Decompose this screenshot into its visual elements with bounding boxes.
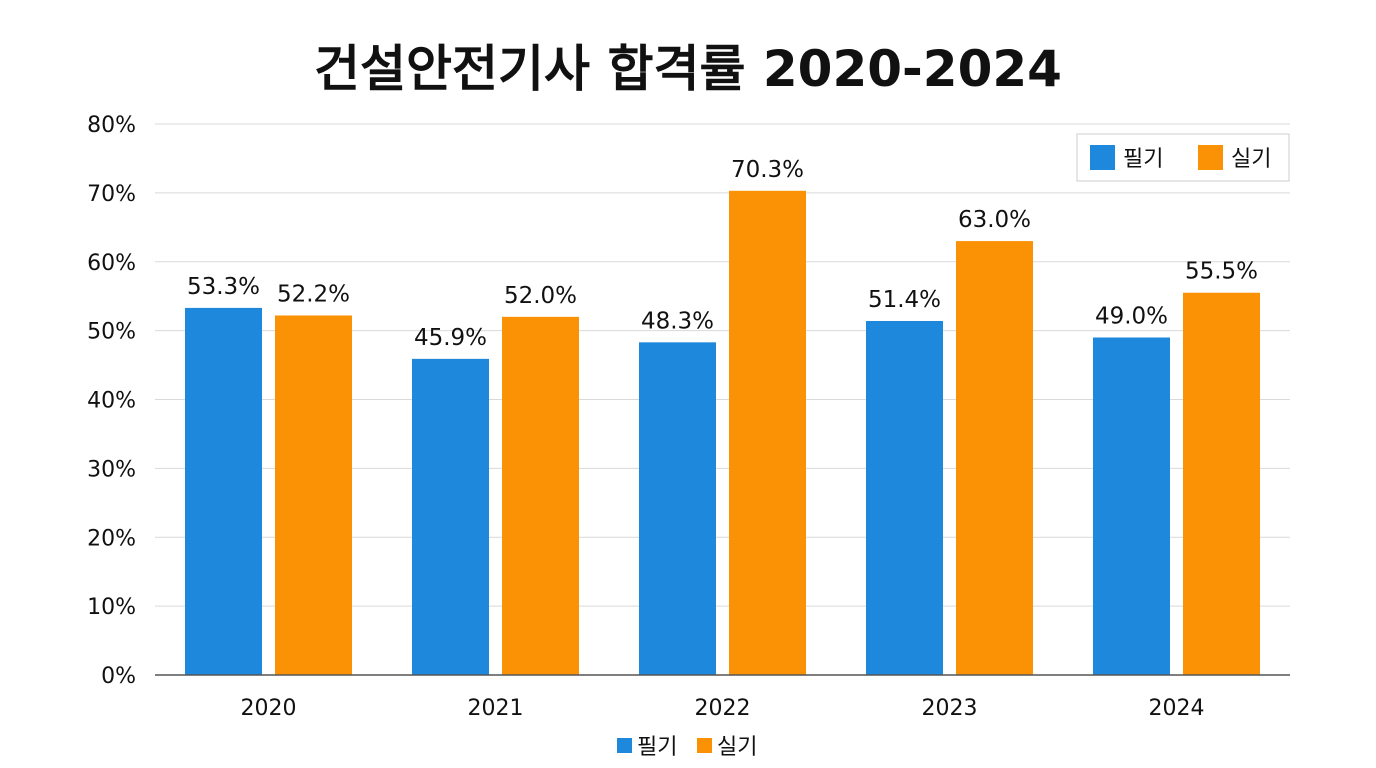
legend-label: 실기 [717, 735, 757, 760]
bar-practical-2024 [1183, 292, 1260, 675]
x-tick-label: 2023 [922, 696, 978, 721]
legend-bottom: 필기 실기 [617, 735, 757, 760]
value-label: 55.5% [1185, 259, 1258, 285]
value-labels: 53.3% 52.2% 45.9% 52.0% 48.3% 70.3% 51.4% 63.0%… [187, 157, 1258, 351]
legend-label: 실기 [1231, 147, 1271, 172]
y-tick-label: 0% [101, 664, 136, 689]
y-tick-label: 10% [87, 595, 136, 620]
y-axis-ticks: 0% 10% 20% 30% 40% 50% 60% 70% 80% [87, 113, 136, 689]
x-tick-label: 2021 [468, 696, 524, 721]
bar-practical-2020 [275, 315, 352, 675]
value-label: 51.4% [868, 287, 941, 313]
value-label: 52.2% [277, 281, 350, 307]
value-label: 52.0% [504, 283, 577, 309]
value-label: 53.3% [187, 274, 260, 300]
bar-practical-2023 [956, 241, 1033, 675]
bar-written-2021 [412, 358, 489, 675]
y-tick-label: 50% [87, 320, 136, 345]
x-tick-label: 2020 [241, 696, 297, 721]
legend-swatch [617, 738, 632, 753]
bars [185, 190, 1260, 675]
y-tick-label: 80% [87, 113, 136, 138]
x-axis-ticks: 2020 2021 2022 2023 2024 [241, 696, 1205, 721]
bar-written-2022 [639, 342, 716, 675]
x-tick-label: 2024 [1149, 696, 1205, 721]
bar-written-2024 [1093, 337, 1170, 675]
legend-label: 필기 [1123, 147, 1163, 172]
y-tick-label: 60% [87, 251, 136, 276]
chart-title: 건설안전기사 합격률 2020-2024 [314, 40, 1062, 98]
bar-practical-2022 [729, 190, 806, 675]
legend-swatch [697, 738, 712, 753]
bar-written-2020 [185, 307, 262, 675]
value-label: 63.0% [958, 207, 1031, 233]
value-label: 48.3% [641, 308, 714, 334]
legend-swatch [1090, 145, 1115, 170]
value-label: 49.0% [1095, 304, 1168, 330]
y-tick-label: 70% [87, 182, 136, 207]
legend-top-right: 필기 실기 [1076, 133, 1290, 182]
legend-label: 필기 [637, 735, 677, 760]
y-tick-label: 20% [87, 526, 136, 551]
x-tick-label: 2022 [695, 696, 751, 721]
bar-written-2023 [866, 320, 943, 675]
y-tick-label: 40% [87, 389, 136, 414]
legend-swatch [1198, 145, 1223, 170]
value-label: 45.9% [414, 325, 487, 351]
y-tick-label: 30% [87, 457, 136, 482]
bar-practical-2021 [502, 316, 579, 675]
value-label: 70.3% [731, 157, 804, 183]
